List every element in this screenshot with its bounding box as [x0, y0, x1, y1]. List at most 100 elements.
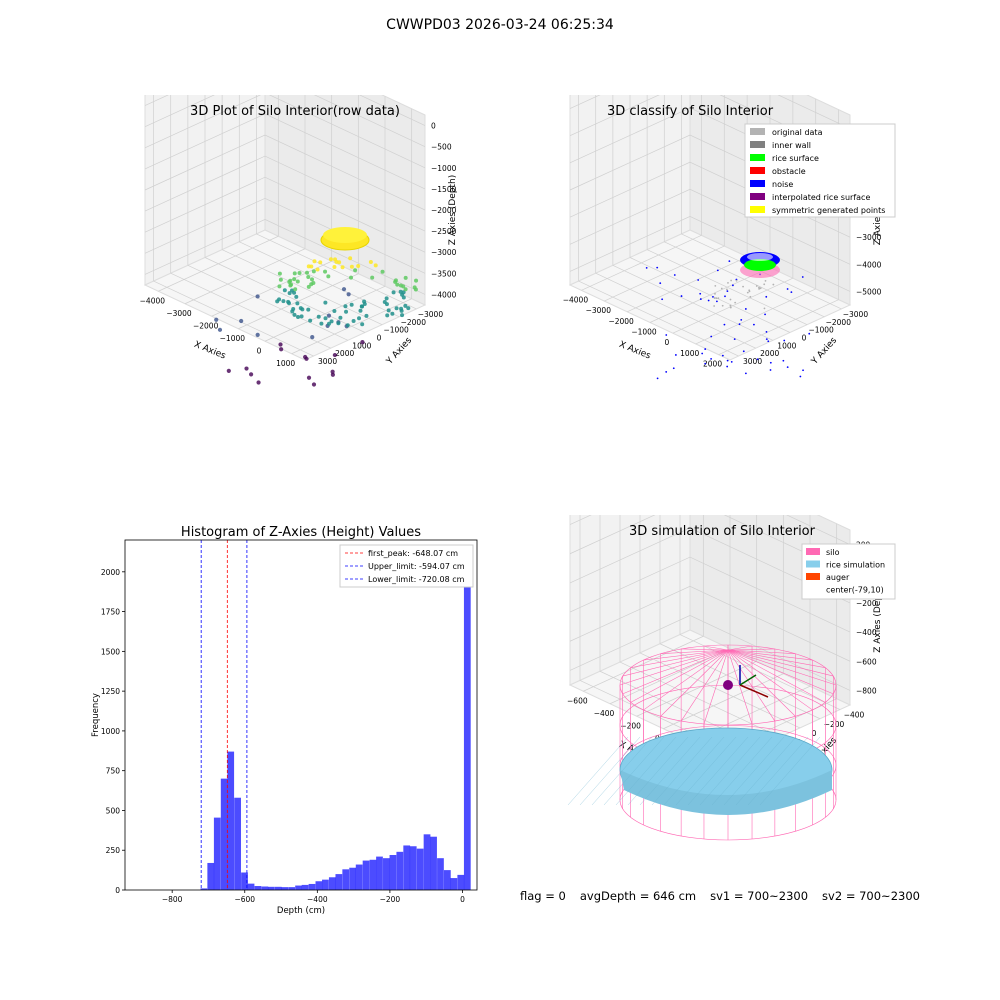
data-point	[278, 342, 283, 347]
silo-roof-wire	[680, 649, 729, 722]
z-gridline	[569, 515, 851, 575]
data-point	[330, 372, 335, 377]
y-gridline	[679, 634, 841, 710]
z-gridline	[144, 134, 426, 211]
noise-point	[733, 338, 736, 341]
data-point	[337, 260, 342, 265]
data-point	[358, 308, 363, 313]
y-gridline	[170, 272, 331, 349]
silo-roof-wire	[630, 649, 729, 668]
noise-point	[656, 266, 659, 269]
silo-roof-wire	[703, 645, 729, 651]
data-point	[393, 279, 398, 284]
data-point	[403, 287, 408, 292]
y-gridline	[221, 249, 383, 325]
z-gridline	[144, 176, 426, 253]
data-point	[403, 275, 408, 280]
data-point	[255, 332, 260, 337]
z-gridline	[569, 585, 851, 662]
y-gridline	[153, 280, 314, 357]
silo-roof-wire	[727, 649, 796, 655]
data-point	[217, 327, 223, 332]
legend-box	[744, 123, 896, 218]
figure-title: CWWPD03 2026-03-24 06:25:34	[386, 17, 614, 33]
data-point	[323, 316, 328, 321]
x-tick-label: −400	[594, 709, 615, 718]
original-point	[734, 301, 737, 304]
data-point	[348, 256, 353, 261]
data-point	[306, 284, 311, 289]
x-tick-label: 0	[257, 346, 262, 355]
histogram-bar	[227, 751, 235, 890]
original-point	[714, 292, 716, 295]
y-tick-label: −1000	[383, 326, 409, 335]
histogram-bar	[288, 887, 296, 890]
original-point	[758, 288, 760, 290]
histogram-bar	[335, 874, 343, 890]
original-point	[729, 298, 732, 301]
data-point	[391, 290, 396, 295]
silo-roof-wire	[727, 648, 775, 651]
data-point	[289, 288, 294, 293]
histogram-bar	[362, 860, 370, 890]
noise-point	[710, 335, 713, 338]
noise-point	[656, 377, 659, 380]
histogram-bar	[315, 881, 323, 890]
x-tick-label: −200	[380, 895, 401, 904]
histogram-bar	[200, 888, 208, 890]
data-point	[287, 291, 292, 296]
chart-title: 3D simulation of Silo Interior	[629, 524, 816, 539]
dense-surface-cluster-top	[323, 227, 367, 243]
noise-point	[701, 352, 704, 355]
data-point	[364, 313, 369, 318]
silo-roof-wire	[727, 649, 834, 695]
data-point	[328, 257, 333, 262]
data-point	[362, 302, 367, 307]
x-axis-label: Depth (cm)	[277, 906, 325, 916]
y-axis-label: Y Axies	[809, 335, 839, 367]
z-gridline	[569, 527, 851, 604]
silo-roof-wire	[681, 648, 729, 651]
data-point	[292, 271, 297, 276]
data-point	[318, 260, 323, 265]
data-point	[330, 369, 335, 374]
data-point	[360, 304, 365, 309]
surface-mesh-line	[651, 736, 713, 806]
noise-point	[753, 323, 755, 326]
data-point	[319, 321, 324, 326]
data-point	[341, 287, 347, 292]
legend-swatch-6	[750, 206, 765, 213]
y-tick-label: 1500	[101, 647, 120, 656]
histogram-bar	[457, 874, 465, 890]
z-gridline	[144, 155, 426, 232]
data-point	[294, 294, 299, 299]
y-axis-label: Y Axies	[384, 335, 414, 367]
noise-point	[740, 318, 743, 321]
data-point	[349, 302, 354, 307]
data-point	[306, 275, 311, 280]
data-point	[293, 287, 298, 292]
silo-roof-wire	[622, 649, 729, 695]
z-gridline	[569, 515, 851, 545]
y-tick-label: 3000	[318, 357, 337, 366]
data-point	[306, 307, 311, 312]
z-tick-label: 0	[431, 122, 436, 131]
legend-swatch-1	[750, 141, 765, 148]
data-point	[299, 314, 304, 319]
z-tick-label: −3000	[856, 233, 882, 242]
y-tick-label: −3000	[843, 310, 869, 319]
x-tick-label: −3000	[166, 309, 192, 318]
y-tick-label: 3000	[743, 357, 762, 366]
z-gridline	[144, 197, 426, 274]
histogram-bar	[349, 867, 357, 890]
histogram-bar	[301, 884, 309, 890]
avg-depth-readout: avgDepth = 646 cm	[579, 889, 697, 903]
data-point	[394, 306, 399, 311]
noise-point	[726, 365, 729, 368]
data-point	[310, 335, 315, 340]
data-point	[384, 296, 389, 301]
x-tick-label: −600	[234, 895, 255, 904]
data-point	[345, 323, 350, 328]
legend-swatch-2	[750, 154, 765, 161]
